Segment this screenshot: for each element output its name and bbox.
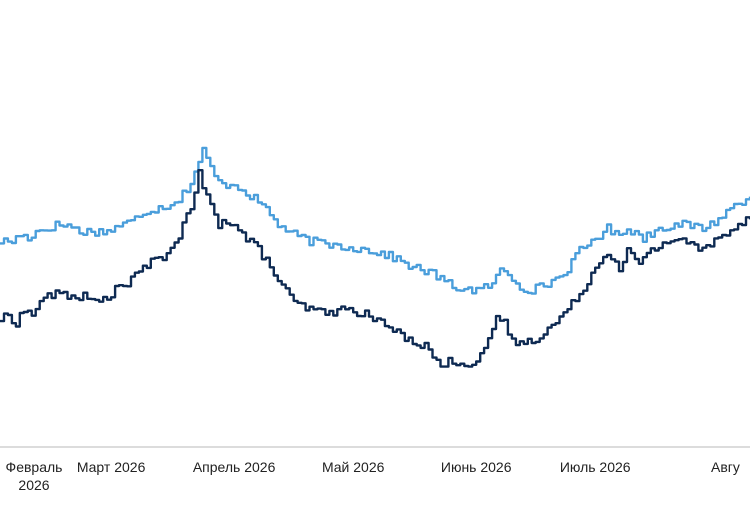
x-tick-label: Июль 2026: [560, 459, 631, 475]
x-tick-label: Авгу: [711, 459, 740, 475]
x-tick-label: Май 2026: [322, 459, 385, 475]
x-tick-label: Февраль 2026: [6, 459, 63, 493]
series-line-light: [0, 146, 750, 295]
x-tick-label: Март 2026: [77, 459, 146, 475]
x-tick-label: Июнь 2026: [441, 459, 512, 475]
series-line-dark: [0, 169, 750, 368]
x-tick-labels: Февраль 2026 Март 2026 Апрель 2026 Май 2026 И…: [6, 459, 740, 493]
x-tick-label: Апрель 2026: [193, 459, 276, 475]
series-layer: [0, 146, 750, 368]
